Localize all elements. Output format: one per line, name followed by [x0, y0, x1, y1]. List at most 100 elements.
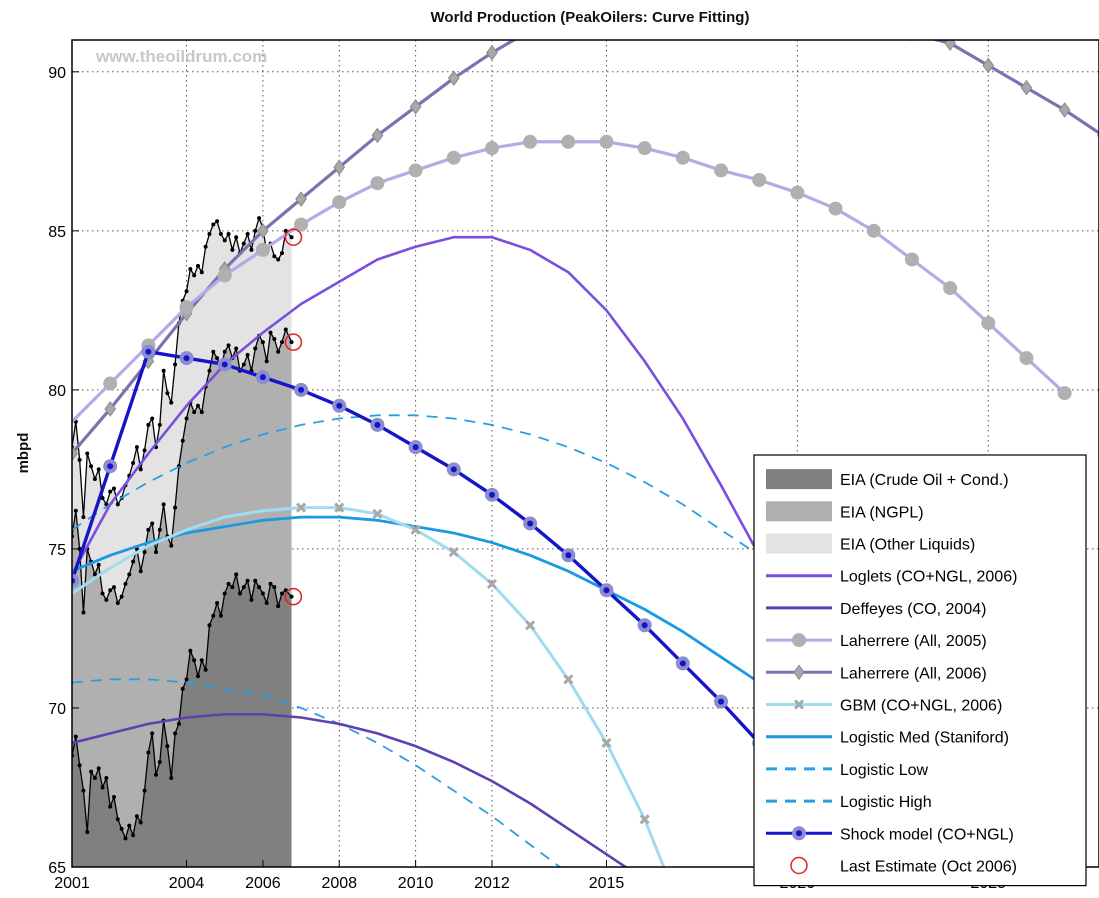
eia-point — [92, 476, 97, 481]
legend-label: Loglets (CO+NGL, 2006) — [840, 569, 1017, 586]
eia-point — [100, 785, 105, 790]
eia-point — [134, 445, 139, 450]
circle-marker — [217, 268, 232, 283]
legend-swatch — [766, 469, 832, 490]
eia-point — [96, 562, 101, 567]
eia-point — [289, 235, 294, 240]
eia-point — [165, 744, 170, 749]
series-loglets-co-ngl-2006- — [72, 235, 799, 630]
diamond-marker — [982, 57, 995, 74]
eia-point — [192, 658, 197, 663]
eia-point — [226, 232, 231, 237]
x-marker — [334, 502, 345, 513]
eia-point — [241, 241, 246, 246]
circle-marker — [599, 134, 614, 149]
diamond-marker — [371, 127, 384, 144]
y-tick-label: 85 — [48, 224, 66, 241]
chart-title: World Production (PeakOilers: Curve Fitt… — [431, 9, 750, 26]
legend-label: Logistic High — [840, 794, 932, 811]
y-tick-label: 70 — [48, 701, 66, 718]
eia-point — [249, 597, 254, 602]
eia-point — [134, 814, 139, 819]
eia-point — [234, 572, 239, 577]
eia-point — [176, 721, 181, 726]
diamond-marker — [104, 401, 117, 417]
eia-point — [131, 461, 136, 466]
eia-point — [127, 823, 132, 828]
eia-point — [215, 219, 220, 224]
eia-point — [279, 591, 284, 596]
eia-point — [230, 585, 235, 590]
eia-point — [173, 362, 178, 367]
watermark: www.theoildrum.com — [95, 47, 267, 66]
diamond-marker — [333, 159, 346, 176]
eia-point — [96, 766, 101, 771]
eia-point — [146, 422, 151, 427]
eia-point — [73, 508, 78, 513]
eia-point — [215, 356, 220, 361]
eia-point — [119, 826, 124, 831]
eia-point — [215, 600, 220, 605]
eia-point — [108, 588, 113, 593]
legend-label: Last Estimate (Oct 2006) — [840, 859, 1017, 876]
eia-point — [153, 550, 158, 555]
eia-point — [226, 581, 231, 586]
circle-marker — [332, 195, 347, 210]
eia-point — [142, 448, 147, 453]
eia-point — [276, 257, 281, 262]
shock-marker-core — [374, 421, 381, 428]
shock-marker-core — [641, 622, 648, 629]
eia-point — [188, 267, 193, 272]
eia-point — [199, 658, 204, 663]
eia-point — [207, 232, 212, 237]
eia-point — [211, 349, 216, 354]
eia-point — [184, 289, 189, 294]
diamond-marker — [601, 0, 612, 6]
diamond-marker — [447, 70, 460, 87]
eia-point — [150, 416, 155, 421]
x-marker — [563, 674, 574, 685]
eia-point — [245, 578, 250, 583]
diamond-marker — [72, 445, 78, 462]
last-estimate-marker — [284, 228, 303, 246]
eia-point — [203, 244, 208, 249]
eia-point — [138, 820, 143, 825]
legend-swatch — [766, 501, 832, 522]
circle-marker — [981, 316, 996, 331]
eia-point — [260, 591, 265, 596]
eia-point — [241, 585, 246, 590]
circle-marker — [484, 141, 499, 156]
circle-marker — [714, 163, 729, 178]
eia-point — [169, 775, 174, 780]
eia-point — [184, 416, 189, 421]
shock-marker-core — [450, 466, 457, 473]
eia-point — [142, 550, 147, 555]
eia-point — [264, 359, 269, 364]
x-marker — [410, 524, 421, 535]
eia-point — [127, 572, 132, 577]
eia-point — [173, 505, 178, 510]
eia-point — [218, 613, 223, 618]
eia-point — [245, 352, 250, 357]
eia-point — [146, 527, 151, 532]
eia-trace — [72, 327, 293, 613]
x-marker — [296, 502, 307, 513]
circle-marker — [943, 281, 958, 296]
diamond-marker — [792, 0, 803, 12]
eia-point — [268, 330, 273, 335]
x-tick-label: 2001 — [54, 875, 90, 892]
eia-point — [173, 731, 178, 736]
diamond-marker — [910, 40, 914, 42]
eia-point — [85, 451, 90, 456]
eia-point — [111, 795, 116, 800]
y-tick-label: 75 — [48, 542, 66, 559]
eia-point — [153, 772, 158, 777]
eia-point — [211, 222, 216, 227]
circle-marker — [637, 141, 652, 156]
legend-label: EIA (NGPL) — [840, 504, 924, 521]
series-laherrere-all-2006- — [72, 40, 1099, 455]
shock-marker-core — [488, 491, 495, 498]
eia-point — [264, 600, 269, 605]
eia-point — [184, 677, 189, 682]
shock-marker-core — [183, 355, 190, 362]
